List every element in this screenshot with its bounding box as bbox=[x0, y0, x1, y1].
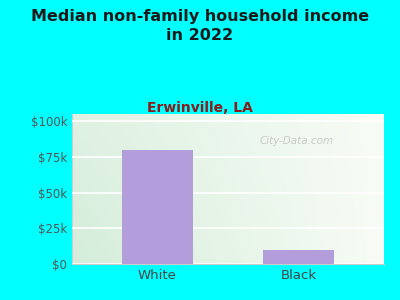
Text: Erwinville, LA: Erwinville, LA bbox=[147, 100, 253, 115]
Bar bbox=[264, 250, 334, 264]
Bar bbox=[122, 150, 192, 264]
Text: Median non-family household income
in 2022: Median non-family household income in 20… bbox=[31, 9, 369, 43]
Text: City-Data.com: City-Data.com bbox=[260, 136, 334, 146]
